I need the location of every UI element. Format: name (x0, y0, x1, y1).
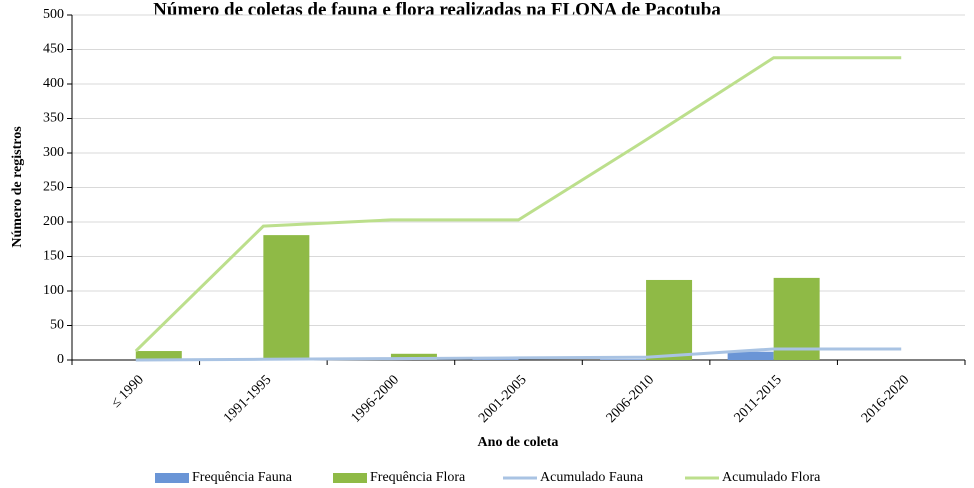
chart-title: Número de coletas de fauna e flora reali… (153, 0, 721, 20)
legend-label: Acumulado Flora (722, 470, 821, 485)
x-tick-label: 2001-2005 (476, 372, 530, 426)
legend-label: Frequência Flora (370, 470, 466, 485)
legend-swatch (155, 473, 189, 483)
legend-label: Acumulado Fauna (540, 470, 644, 485)
line (135, 347, 902, 362)
bar (600, 359, 647, 360)
x-tick-label: 2011-2015 (732, 372, 785, 425)
y-tick-label: 500 (43, 7, 64, 22)
y-tick-label: 400 (43, 76, 64, 91)
y-tick-label: 0 (57, 352, 64, 367)
line (134, 56, 902, 353)
y-tick-label: 350 (43, 111, 64, 126)
y-axis-label: Número de registros (10, 126, 25, 248)
x-tick-label: 1991-1995 (221, 372, 275, 426)
y-tick-label: 450 (43, 42, 64, 57)
y-tick-label: 100 (43, 283, 64, 298)
legend-label: Frequência Fauna (192, 470, 293, 485)
x-axis-label: Ano de coleta (478, 435, 559, 450)
x-tick-label: ≤ 1990 (109, 372, 147, 410)
bar (263, 235, 310, 360)
x-tick-label: 1996-2000 (349, 372, 403, 426)
bar (390, 353, 437, 360)
bar (773, 277, 820, 360)
x-tick-label: 2006-2010 (604, 372, 658, 426)
y-tick-label: 200 (43, 214, 64, 229)
y-tick-label: 150 (43, 249, 64, 264)
x-tick-label: 2016-2020 (859, 372, 913, 426)
y-tick-label: 250 (43, 180, 64, 195)
bar (646, 279, 693, 360)
bar (472, 359, 519, 360)
bar (727, 351, 774, 360)
bar (135, 351, 182, 360)
y-tick-label: 300 (43, 145, 64, 160)
legend-swatch (333, 473, 367, 483)
y-tick-label: 50 (50, 318, 64, 333)
